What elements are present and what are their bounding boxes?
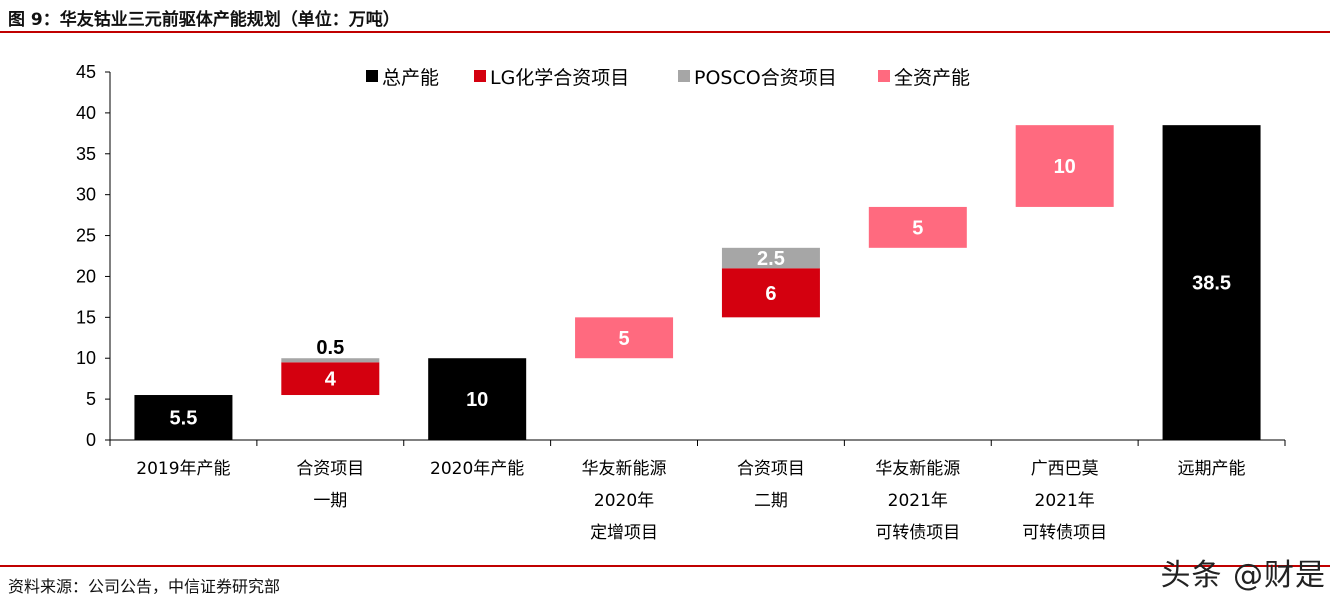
data-label: 2.5 <box>757 248 785 270</box>
legend-label: POSCO合资项目 <box>694 67 837 89</box>
x-tick-label: 可转债项目 <box>875 523 960 543</box>
legend-swatch <box>474 70 486 82</box>
data-label: 10 <box>1054 156 1076 178</box>
bar-segment <box>721 268 820 318</box>
bar-segment <box>1162 125 1261 441</box>
data-label: 5 <box>619 328 630 350</box>
data-label: 10 <box>466 389 488 411</box>
bottom-divider <box>0 565 1330 567</box>
bar-segment <box>575 317 674 359</box>
legend-swatch <box>366 70 378 82</box>
top-divider <box>0 31 1330 33</box>
data-labels: 5.5 10 38.5 4 6 0.5 2.5 5 5 10 <box>170 156 1232 429</box>
x-tick-label: 合资项目 <box>737 459 805 479</box>
data-label: 0.5 <box>316 337 344 359</box>
x-tick-label: 华友新能源 <box>582 459 667 479</box>
x-tick-label: 一期 <box>313 491 347 511</box>
legend-label: 全资产能 <box>894 67 970 89</box>
y-tick-label: 5 <box>86 389 96 409</box>
bar-segment <box>134 395 233 440</box>
bar-segment <box>868 206 967 248</box>
y-tick-label: 0 <box>86 430 96 450</box>
data-label: 4 <box>325 369 337 391</box>
x-tick-label: 华友新能源 <box>875 459 960 479</box>
data-label: 38.5 <box>1192 273 1231 295</box>
y-tick-label: 30 <box>76 185 96 205</box>
x-tick-label: 远期产能 <box>1178 459 1246 479</box>
bar-segment <box>281 362 380 396</box>
y-tick-label: 35 <box>76 144 96 164</box>
y-tick-label: 40 <box>76 103 96 123</box>
data-label: 6 <box>765 283 776 305</box>
legend-label: 总产能 <box>382 67 439 89</box>
legend: 总产能 LG化学合资项目 POSCO合资项目 全资产能 <box>366 67 970 89</box>
y-tick-label: 25 <box>76 226 96 246</box>
bar-segment <box>721 247 820 269</box>
bar-segment <box>1015 125 1114 207</box>
bars <box>134 125 1261 441</box>
watermark: 头条 @财是 <box>1160 558 1326 593</box>
x-tick-label: 广西巴莫 <box>1031 459 1099 479</box>
x-tick-label: 2021年 <box>888 491 948 511</box>
chart-title: 图 9：华友钴业三元前驱体产能规划（单位：万吨） <box>8 10 400 30</box>
y-tick-label: 15 <box>76 307 96 327</box>
x-tick-label: 2020年产能 <box>430 459 524 479</box>
x-tick-label: 2020年 <box>594 491 654 511</box>
bar-segment <box>281 358 380 363</box>
data-label: 5.5 <box>170 408 198 430</box>
x-tick-label: 可转债项目 <box>1022 523 1107 543</box>
x-tick-label: 2019年产能 <box>136 459 230 479</box>
x-tick-label: 定增项目 <box>590 523 658 543</box>
y-tick-label: 20 <box>76 266 96 286</box>
bar-segment <box>428 358 527 440</box>
x-tick-label: 二期 <box>754 491 788 511</box>
x-tick-label: 合资项目 <box>296 459 364 479</box>
x-tick-label: 2021年 <box>1035 491 1095 511</box>
legend-swatch <box>878 70 890 82</box>
y-tick-label: 45 <box>76 62 96 82</box>
source-note: 资料来源：公司公告，中信证券研究部 <box>8 577 281 596</box>
y-tick-label: 10 <box>76 348 96 368</box>
data-label: 5 <box>912 217 923 239</box>
legend-label: LG化学合资项目 <box>490 67 629 89</box>
legend-swatch <box>678 70 690 82</box>
